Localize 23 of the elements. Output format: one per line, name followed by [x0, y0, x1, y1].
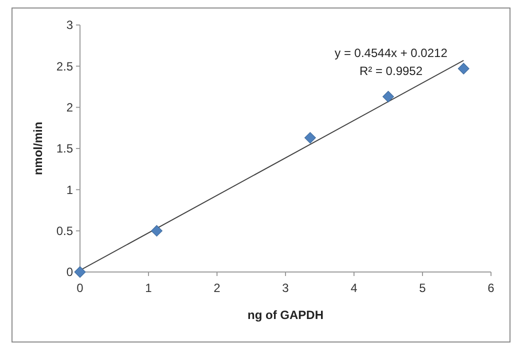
x-tick-label: 4	[350, 281, 358, 295]
annotation: y = 0.4544x + 0.0212	[334, 46, 448, 60]
point	[304, 132, 316, 144]
point	[458, 62, 470, 74]
y-tick-label: 1	[66, 182, 74, 197]
y-tick-label: 0	[66, 265, 74, 280]
y-tick-label: 0.5	[56, 224, 74, 238]
x-axis-title: ng of GAPDH	[248, 308, 324, 322]
x-tick-label: 0	[76, 281, 84, 295]
y-tick-label: 2	[66, 100, 74, 115]
point	[74, 266, 86, 278]
x-tick-label: 3	[282, 281, 290, 295]
y-axis-title: nmol/min	[31, 122, 45, 176]
y-tick-label: 3	[66, 18, 74, 32]
y-tick-label: 2.5	[56, 59, 74, 74]
x-tick-label: 2	[214, 281, 221, 295]
point	[150, 225, 162, 237]
x-tick-label: 5	[419, 281, 426, 295]
y-tick-label: 1.5	[56, 142, 74, 156]
x-tick-label: 1	[145, 281, 152, 295]
point	[382, 90, 394, 102]
annotation: R² = 0.9952	[359, 64, 423, 78]
x-tick-label: 6	[488, 281, 495, 295]
